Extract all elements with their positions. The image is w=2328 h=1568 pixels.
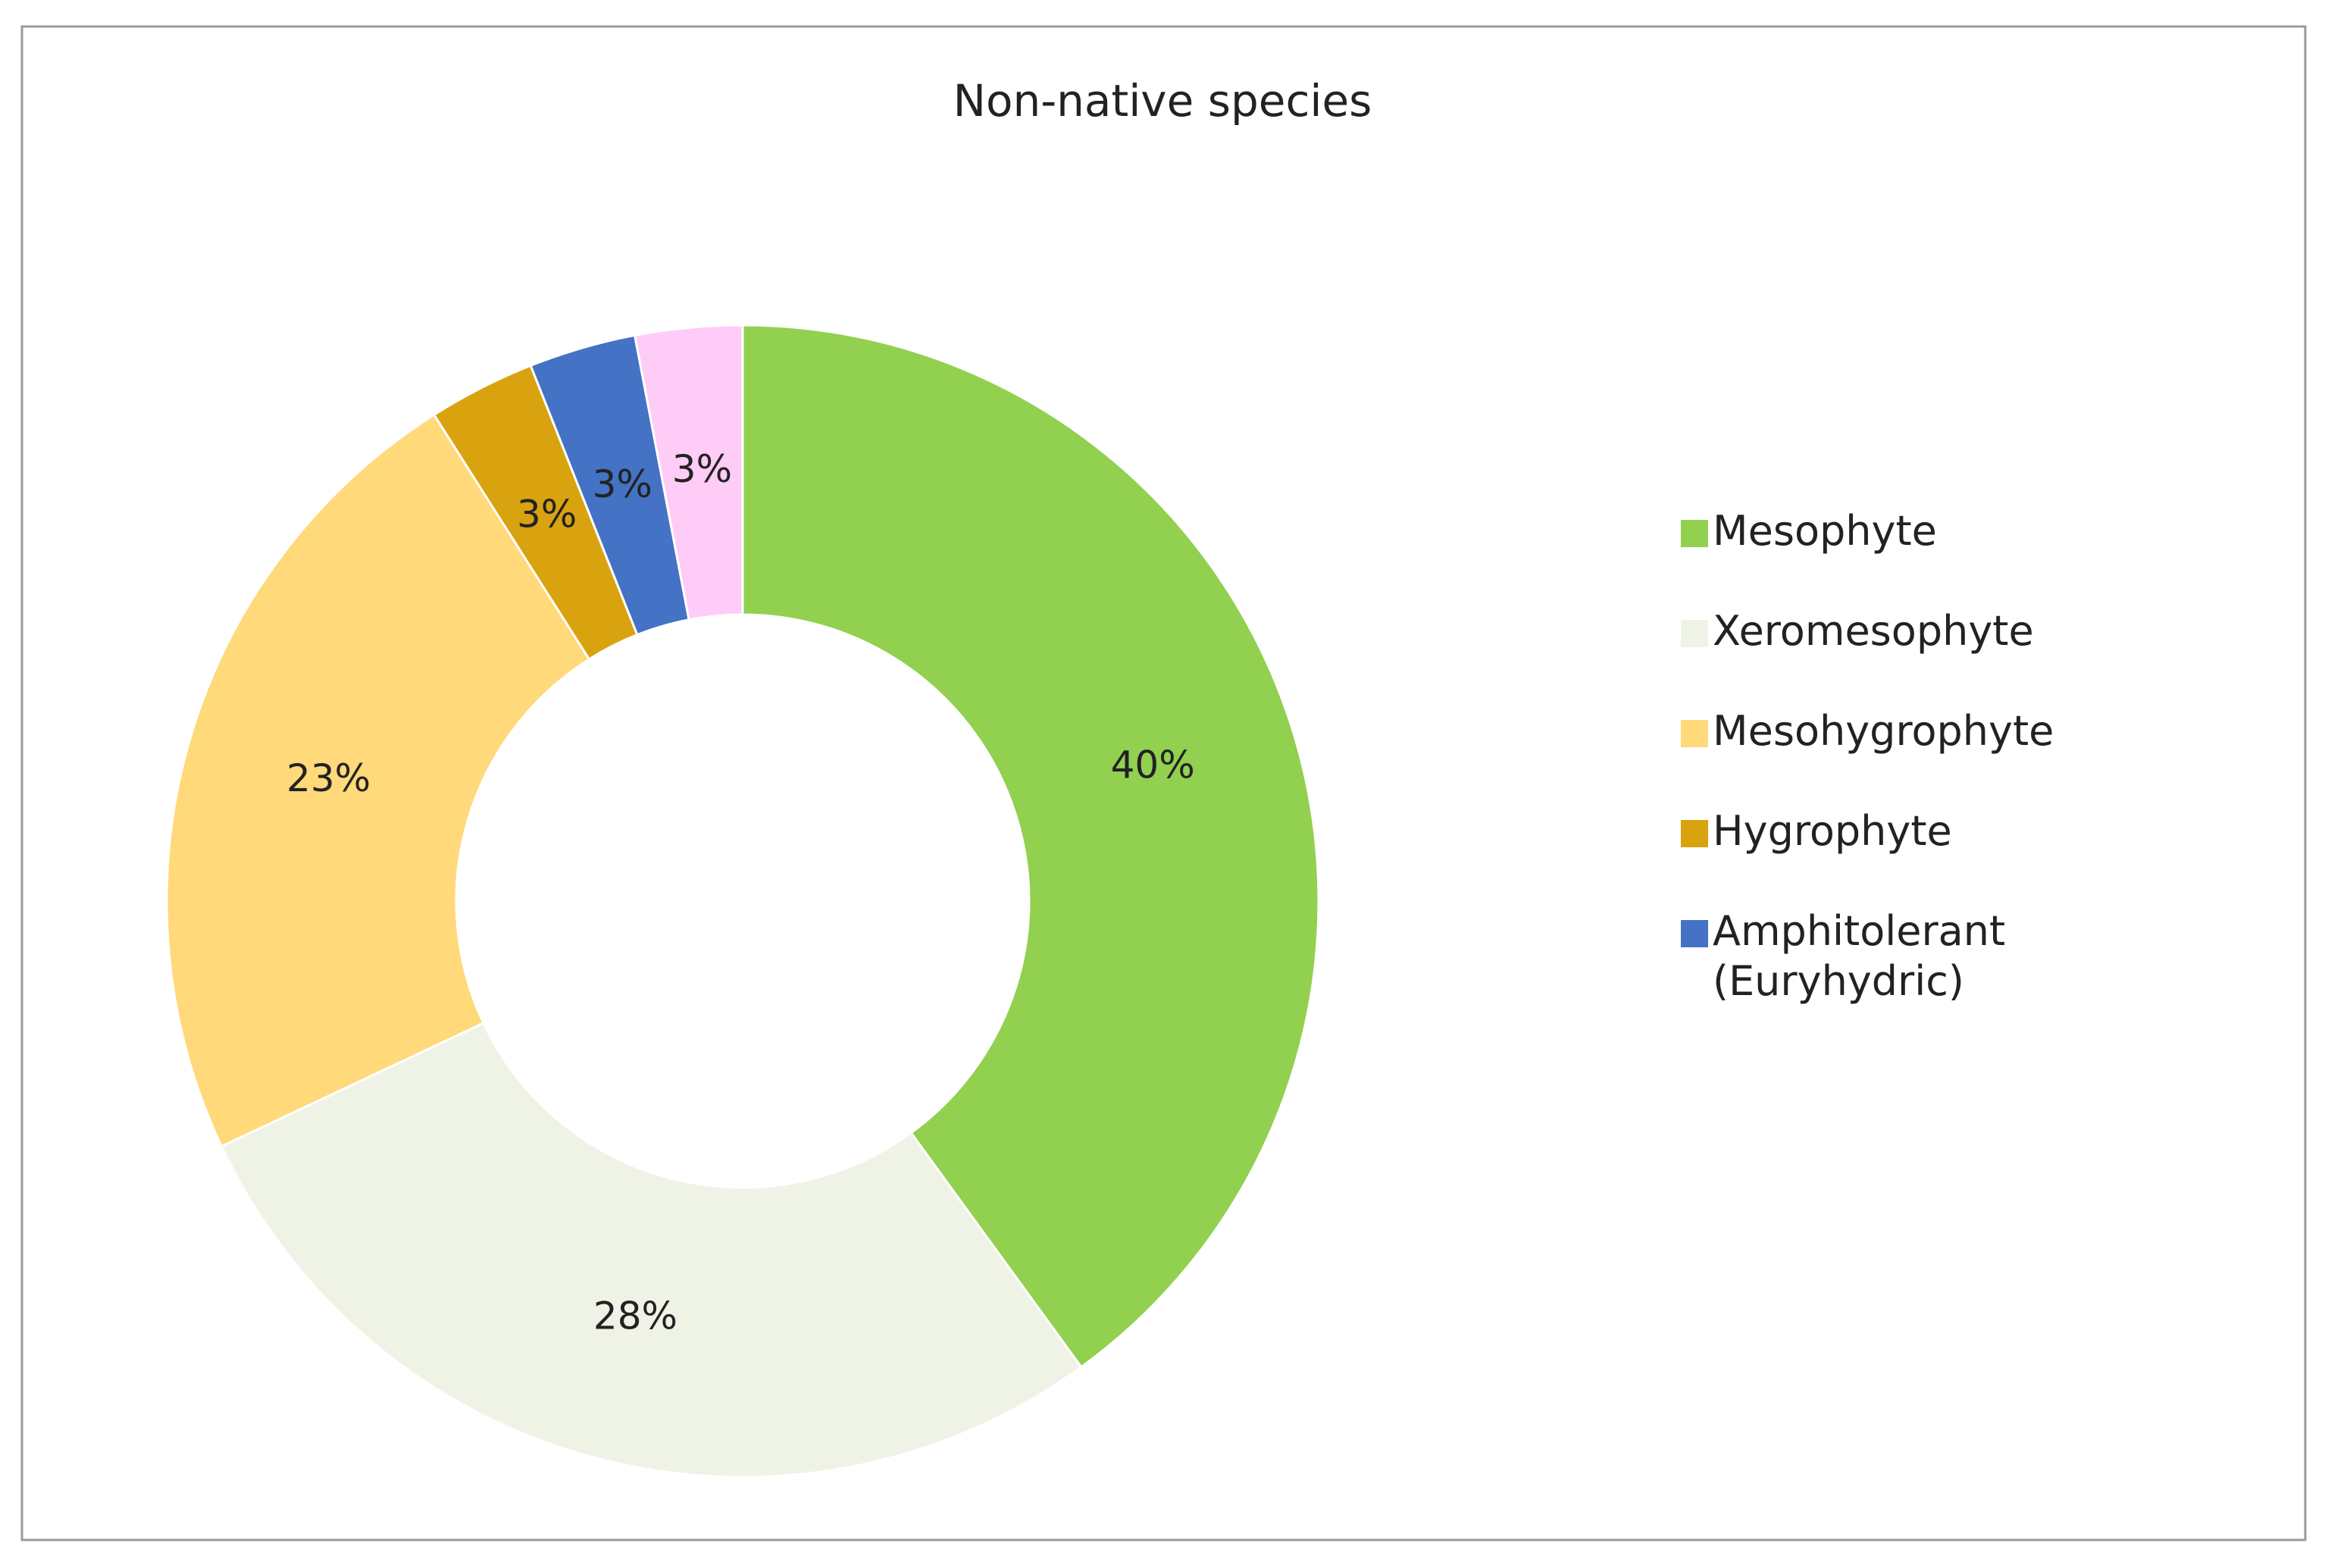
legend-swatch bbox=[1681, 920, 1708, 947]
donut-slice bbox=[220, 1021, 1083, 1479]
legend-swatch bbox=[1681, 720, 1708, 747]
legend-swatch bbox=[1681, 620, 1708, 647]
legend-item: Mesohygrophyte bbox=[1681, 706, 2105, 756]
legend-swatch bbox=[1681, 820, 1708, 847]
legend-swatch bbox=[1681, 520, 1708, 547]
data-label: 3% bbox=[672, 447, 732, 491]
chart-title: Non-native species bbox=[953, 75, 1372, 127]
legend-label: Mesohygrophyte bbox=[1713, 707, 2054, 755]
legend: Mesophyte Xeromesophyte Mesohygrophyte Hygr… bbox=[1681, 506, 2105, 1056]
donut-slice bbox=[165, 413, 591, 1148]
legend-label: Mesophyte bbox=[1713, 507, 1937, 555]
legend-item: Xeromesophyte bbox=[1681, 606, 2105, 656]
legend-label: Amphitolerant (Euryhydric) bbox=[1713, 907, 2006, 1005]
donut-slice bbox=[633, 324, 744, 621]
data-label: 3% bbox=[593, 462, 652, 506]
legend-item: Hygrophyte bbox=[1681, 806, 2105, 856]
data-label: 3% bbox=[517, 493, 577, 537]
legend-label: Hygrophyte bbox=[1713, 807, 1952, 855]
legend-label: Xeromesophyte bbox=[1713, 607, 2034, 655]
data-label: 28% bbox=[593, 1294, 677, 1338]
legend-item: Amphitolerant (Euryhydric) bbox=[1681, 906, 2105, 1006]
data-label: 40% bbox=[1111, 743, 1195, 787]
legend-item: Mesophyte bbox=[1681, 506, 2105, 556]
data-label: 23% bbox=[286, 756, 371, 800]
donut-slice bbox=[741, 324, 1320, 1369]
